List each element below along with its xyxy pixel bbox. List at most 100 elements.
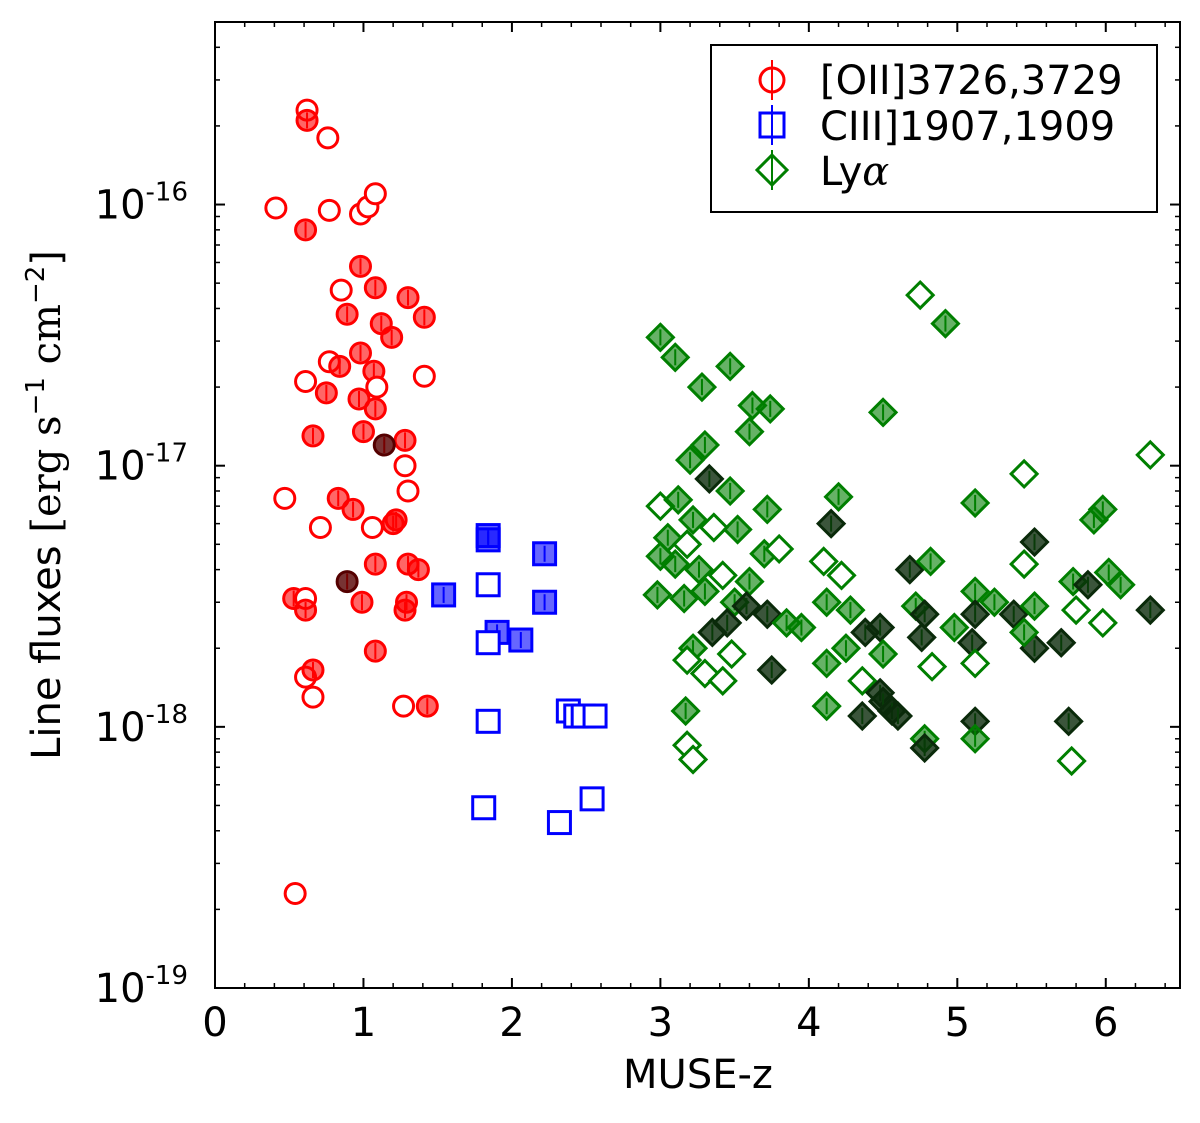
circle-data-point — [363, 552, 387, 576]
diamond-data-point — [671, 645, 703, 676]
circle-marker — [347, 387, 371, 411]
diamond-data-point — [677, 744, 709, 775]
diamond-data-point — [960, 576, 991, 607]
diamond-data-point — [1087, 607, 1118, 639]
diamond-data-point — [645, 322, 676, 353]
diamond-marker — [1087, 607, 1118, 639]
plot-frame — [214, 21, 1181, 989]
diamond-marker — [808, 546, 839, 577]
circle-data-point — [329, 278, 353, 302]
diamond-data-point — [686, 371, 718, 403]
circle-marker — [363, 276, 387, 300]
y-tick-base: 10 — [95, 705, 146, 751]
diamond-marker — [1135, 594, 1166, 626]
diamond-data-point — [847, 700, 878, 732]
diamond-marker — [670, 695, 701, 727]
circle-marker — [335, 302, 359, 326]
diamond-marker — [811, 691, 842, 722]
diamond-marker — [686, 371, 718, 403]
circle-marker — [301, 424, 325, 448]
diamond-data-point — [734, 416, 765, 447]
diamond-marker — [830, 633, 862, 664]
circle-data-point — [301, 424, 325, 448]
y-axis-label-main: Line fluxes — [24, 533, 70, 760]
circle-marker — [341, 497, 365, 521]
y-axis-label-units: [erg s — [24, 415, 70, 532]
square-data-point — [582, 703, 608, 729]
circle-marker — [273, 486, 297, 510]
diamond-data-point — [998, 599, 1029, 630]
legend-circle-marker — [758, 66, 786, 94]
diamond-data-point — [689, 576, 721, 607]
diamond-data-point — [906, 622, 937, 653]
circle-data-point — [294, 598, 318, 622]
circle-data-point — [393, 598, 417, 622]
circle-data-point — [308, 515, 332, 539]
square-data-point — [546, 810, 572, 836]
diamond-marker — [1056, 745, 1087, 777]
circle-marker — [335, 570, 359, 594]
diamond-marker — [642, 579, 673, 611]
diamond-data-point — [663, 484, 694, 515]
diamond-marker — [1072, 569, 1104, 600]
diamond-data-point — [882, 700, 914, 732]
diamond-marker — [734, 416, 765, 447]
diamond-data-point — [930, 308, 961, 339]
diamond-marker — [930, 308, 961, 339]
circle-marker — [381, 512, 405, 536]
diamond-marker — [939, 612, 970, 643]
diamond-marker — [916, 651, 948, 682]
diamond-data-point — [915, 546, 946, 577]
diamond-data-point — [815, 508, 847, 539]
legend-diamond-marker — [754, 152, 790, 188]
circle-marker — [365, 375, 389, 399]
diamond-marker — [660, 342, 691, 373]
square-marker — [431, 582, 457, 608]
circle-marker — [294, 370, 318, 394]
circle-data-point — [264, 196, 288, 220]
diamond-marker — [674, 445, 706, 476]
diamond-marker — [960, 599, 991, 630]
y-tick-exponent: -18 — [146, 700, 188, 730]
y-axis-label-cm: cm — [24, 304, 70, 377]
circle-marker — [350, 590, 374, 614]
x-tick-label: 3 — [648, 1000, 673, 1046]
diamond-marker — [867, 638, 899, 670]
diamond-data-point — [671, 529, 703, 560]
diamond-marker — [756, 654, 787, 686]
circle-data-point — [365, 375, 389, 399]
y-axis-label-close: ] — [24, 250, 70, 266]
circle-marker — [283, 882, 307, 906]
diamond-data-point — [1008, 617, 1040, 648]
legend-label-lya: Lyα — [820, 149, 889, 195]
diamond-marker — [683, 554, 715, 585]
x-tick-labels: 0 1 2 3 4 5 6 — [202, 1000, 1118, 1046]
square-data-point — [475, 708, 501, 734]
square-marker — [546, 810, 572, 836]
diamond-marker — [1019, 526, 1050, 558]
diamond-marker — [998, 599, 1029, 630]
diamond-data-point — [1053, 706, 1084, 737]
diamond-marker — [707, 665, 738, 696]
diamond-data-point — [786, 612, 817, 643]
legend: [OII]3726,3729 CIII]1907,1909 Lyα — [710, 44, 1158, 213]
diamond-marker — [960, 648, 991, 679]
diamond-data-point — [1135, 594, 1166, 626]
diamond-data-point — [642, 579, 673, 611]
diamond-marker — [694, 463, 725, 495]
y-tick-label: 10-17 — [95, 439, 188, 490]
diamond-marker — [689, 576, 721, 607]
diamond-marker — [1046, 627, 1077, 658]
diamond-data-point — [707, 560, 738, 591]
x-tick-label: 1 — [351, 1000, 376, 1046]
diamond-marker — [1008, 617, 1040, 648]
circle-data-point — [326, 486, 350, 510]
diamond-data-point — [979, 587, 1010, 618]
circle-marker — [393, 598, 417, 622]
circle-data-point — [314, 381, 338, 405]
square-data-point — [532, 541, 558, 567]
circle-data-point — [348, 341, 372, 365]
circle-data-point — [350, 590, 374, 614]
circle-marker — [363, 182, 387, 206]
diamond-marker — [671, 645, 703, 676]
